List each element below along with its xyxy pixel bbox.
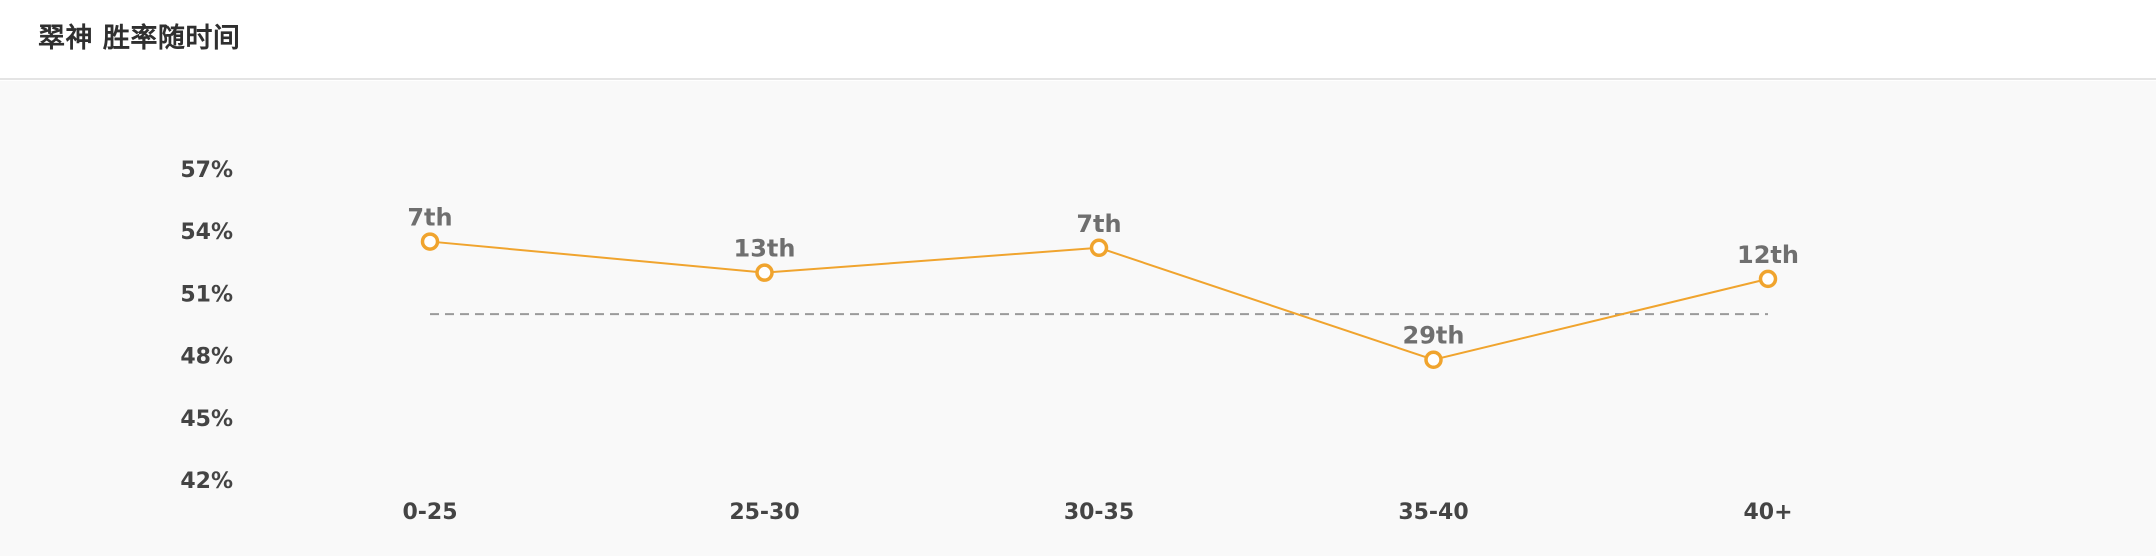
y-tick-label: 45% [180, 407, 233, 432]
rank-label: 29th [1403, 322, 1465, 350]
rank-label: 12th [1737, 241, 1799, 269]
y-tick-label: 48% [180, 345, 233, 370]
x-tick-label: 30-35 [1064, 500, 1134, 525]
panel-header: 翠神 胜率随时间 [0, 0, 2156, 80]
y-tick-label: 42% [180, 469, 233, 494]
chart-area [0, 81, 2156, 556]
x-tick-label: 35-40 [1398, 500, 1468, 525]
win-rate-series-line [429, 240, 1769, 361]
x-tick-label: 0-25 [402, 500, 457, 525]
x-tick-label: 40+ [1743, 500, 1792, 525]
data-point [1424, 350, 1443, 369]
y-tick-label: 51% [180, 282, 233, 307]
rank-label: 7th [407, 204, 452, 232]
y-tick-label: 54% [180, 220, 233, 245]
rank-label: 7th [1076, 210, 1121, 238]
panel-title: 翠神 胜率随时间 [38, 23, 241, 54]
rank-label: 13th [734, 235, 796, 263]
x-tick-label: 25-30 [729, 500, 799, 525]
y-tick-label: 57% [180, 158, 233, 183]
data-point [1758, 269, 1778, 289]
data-point [420, 232, 440, 251]
data-point [755, 263, 774, 282]
data-point [1089, 238, 1109, 258]
